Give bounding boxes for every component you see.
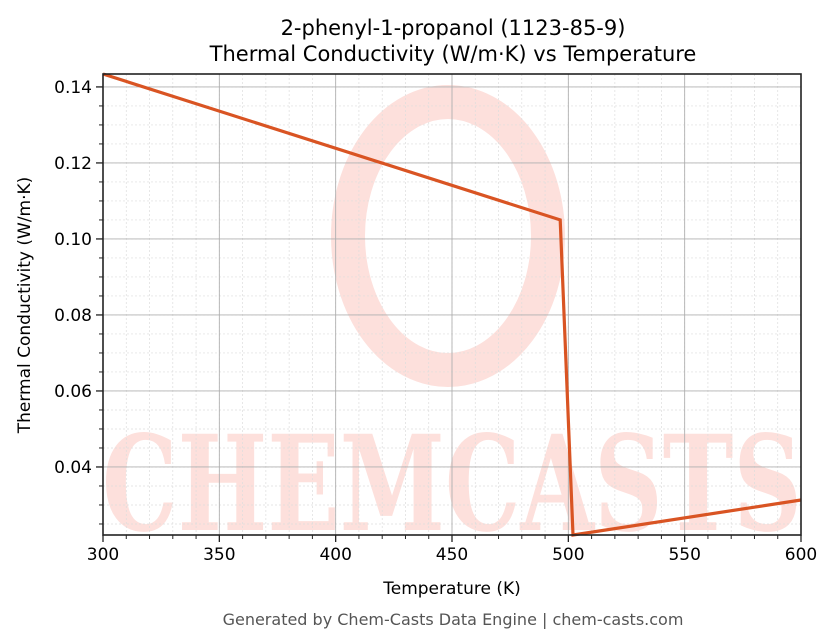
chart-title: 2-phenyl-1-propanol (1123-85-9) [281,16,626,40]
y-tick-label: 0.08 [54,306,92,326]
x-tick-label: 550 [668,545,700,565]
x-axis: 300 350 400 450 500 550 600 [87,535,817,565]
x-tick-label: 350 [203,545,235,565]
data-series [102,72,802,537]
series-line [102,72,802,537]
plot-area: CHEMCASTS [102,72,802,562]
x-tick-label: 300 [87,545,119,565]
y-tick-label: 0.12 [54,154,92,174]
x-tick-label: 450 [436,545,468,565]
y-tick-label: 0.14 [54,78,92,98]
x-tick-label: 400 [319,545,351,565]
footer-credit: Generated by Chem-Casts Data Engine | ch… [223,610,684,629]
y-axis-label: Thermal Conductivity (W/m·K) [15,177,35,435]
major-grid [102,74,802,535]
y-tick-label: 0.06 [54,382,92,402]
x-tick-label: 500 [552,545,584,565]
x-tick-label: 600 [785,545,817,565]
y-axis: 0.04 0.06 0.08 0.10 0.12 0.14 [54,78,103,525]
x-axis-label: Temperature (K) [382,579,521,599]
y-tick-label: 0.04 [54,458,92,478]
y-tick-label: 0.10 [54,230,92,250]
chart-subtitle: Thermal Conductivity (W/m·K) vs Temperat… [209,42,697,66]
